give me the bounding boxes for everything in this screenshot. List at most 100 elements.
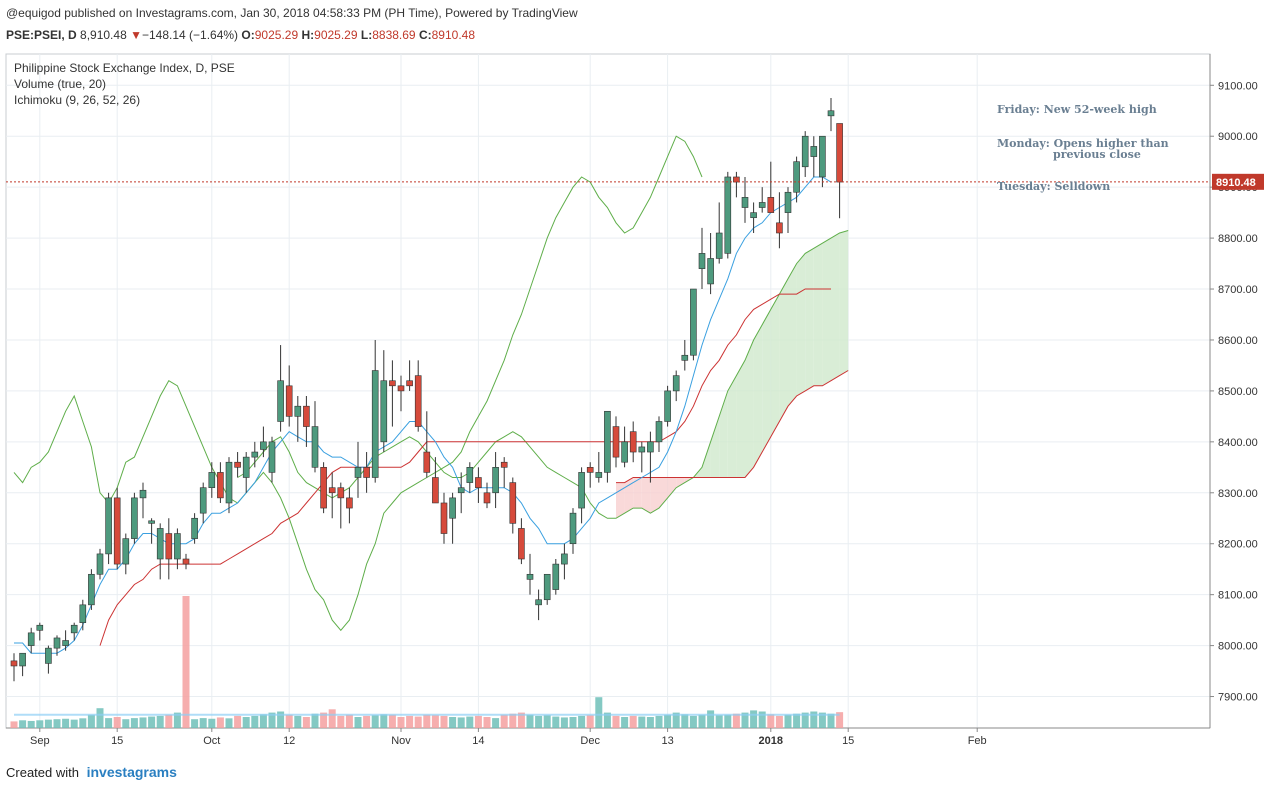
y-tick-label: 8500.00 (1218, 386, 1258, 398)
volume-bar (586, 715, 594, 728)
volume-bar (36, 720, 44, 728)
volume-bar (578, 715, 586, 728)
volume-bar (543, 715, 551, 728)
volume-bar (535, 715, 543, 728)
candle-body (758, 202, 766, 208)
volume-bar (277, 711, 285, 728)
volume-bar (406, 715, 414, 728)
annotation-tuesday: Tuesday: Selldown (997, 180, 1111, 193)
candle-body (363, 467, 370, 478)
candle-body (328, 487, 336, 494)
volume-bar (397, 717, 405, 728)
candle-body (432, 477, 439, 504)
volume-bar (569, 717, 577, 728)
candle-body (543, 573, 551, 601)
price-change: −148.14 (−1.64%) (141, 28, 239, 42)
close-label: C: (418, 28, 432, 42)
investagrams-logo[interactable]: investagrams (86, 764, 177, 780)
candle-body (131, 497, 138, 539)
candle-body (776, 222, 783, 234)
candle-body (552, 563, 560, 590)
annotation-monday-line1: Monday: Opens higher than (997, 137, 1169, 150)
volume-bar (509, 713, 517, 728)
volume-bar (621, 717, 629, 728)
legend-title: Philippine Stock Exchange Index, D, PSE (14, 61, 235, 75)
volume-bar (259, 714, 267, 728)
volume-bar (225, 718, 233, 728)
y-tick-label: 9100.00 (1218, 80, 1258, 92)
candle-body (148, 520, 155, 524)
candle-body (45, 647, 52, 664)
volume-bar (517, 712, 525, 728)
volume-bar (526, 714, 534, 728)
candle-body (595, 472, 603, 478)
cloud-segment (667, 477, 677, 498)
cloud-segment (762, 309, 771, 453)
candle-body (19, 652, 26, 667)
x-tick-label: 15 (111, 735, 123, 747)
volume-bar (724, 714, 732, 728)
volume-bar (500, 714, 508, 728)
low-value: 8838.69 (372, 28, 416, 42)
x-tick-label: 12 (283, 735, 295, 747)
volume-bar (113, 717, 121, 728)
volume-bar (182, 596, 190, 728)
candle-body (827, 110, 835, 117)
volume-bar (681, 714, 689, 728)
volume-bar (320, 712, 328, 728)
volume-bar (234, 715, 242, 728)
volume-bar (449, 717, 457, 728)
volume-bar (371, 715, 379, 728)
volume-bar (801, 712, 809, 728)
candle-body (303, 405, 310, 427)
volume-bar (19, 720, 27, 728)
candle-body (733, 176, 740, 183)
volume-bar (148, 716, 156, 728)
price-chart[interactable]: 7900.00 8000.00 8100.00 8200.00 8300.00 8400.… (0, 50, 1268, 750)
volume-bar (27, 720, 35, 728)
volume-bar (165, 714, 173, 728)
candle-body (242, 456, 250, 478)
cloud-segment (641, 477, 651, 514)
volume-bar (836, 712, 844, 728)
candle-body (681, 354, 689, 361)
down-arrow-icon: ▼ (130, 28, 142, 42)
candle-body (268, 441, 276, 473)
cloud-segment (753, 324, 763, 468)
candle-body (715, 232, 723, 259)
legend-volume: Volume (true, 20) (14, 77, 107, 91)
volume-bar (285, 714, 293, 728)
candle-body (784, 191, 792, 213)
candle-body (225, 461, 233, 504)
y-tick-label: 8600.00 (1218, 335, 1258, 347)
volume-bar (552, 716, 560, 728)
candle-body (836, 123, 843, 183)
cloud-segment (822, 238, 831, 386)
cloud-segment (788, 263, 797, 407)
last-price: 8,910.48 (80, 28, 127, 42)
candle-body (561, 553, 568, 565)
candle-body (70, 624, 78, 634)
candle-body (139, 489, 147, 499)
candle-body (234, 461, 241, 468)
volume-bar (328, 709, 336, 728)
volume-bar (380, 714, 388, 728)
volume-bar (199, 718, 207, 728)
volume-bar (122, 719, 130, 728)
volume-bar (793, 713, 801, 728)
volume-bar (414, 716, 422, 728)
candle-body (518, 528, 525, 560)
volume-bar (560, 717, 568, 728)
candle-body (294, 405, 302, 417)
candle-body (655, 421, 663, 443)
candle-body (509, 482, 517, 524)
volume-bar (646, 717, 654, 728)
volume-bar (208, 718, 216, 728)
volume-bar (62, 718, 70, 728)
x-tick-label: 15 (842, 735, 854, 747)
volume-bar (707, 710, 715, 728)
legend-ichimoku: Ichimoku (9, 26, 52, 26) (14, 93, 141, 107)
chikou-span-line (13, 135, 703, 632)
x-tick-label: Nov (391, 735, 411, 747)
volume-bar (431, 715, 439, 728)
